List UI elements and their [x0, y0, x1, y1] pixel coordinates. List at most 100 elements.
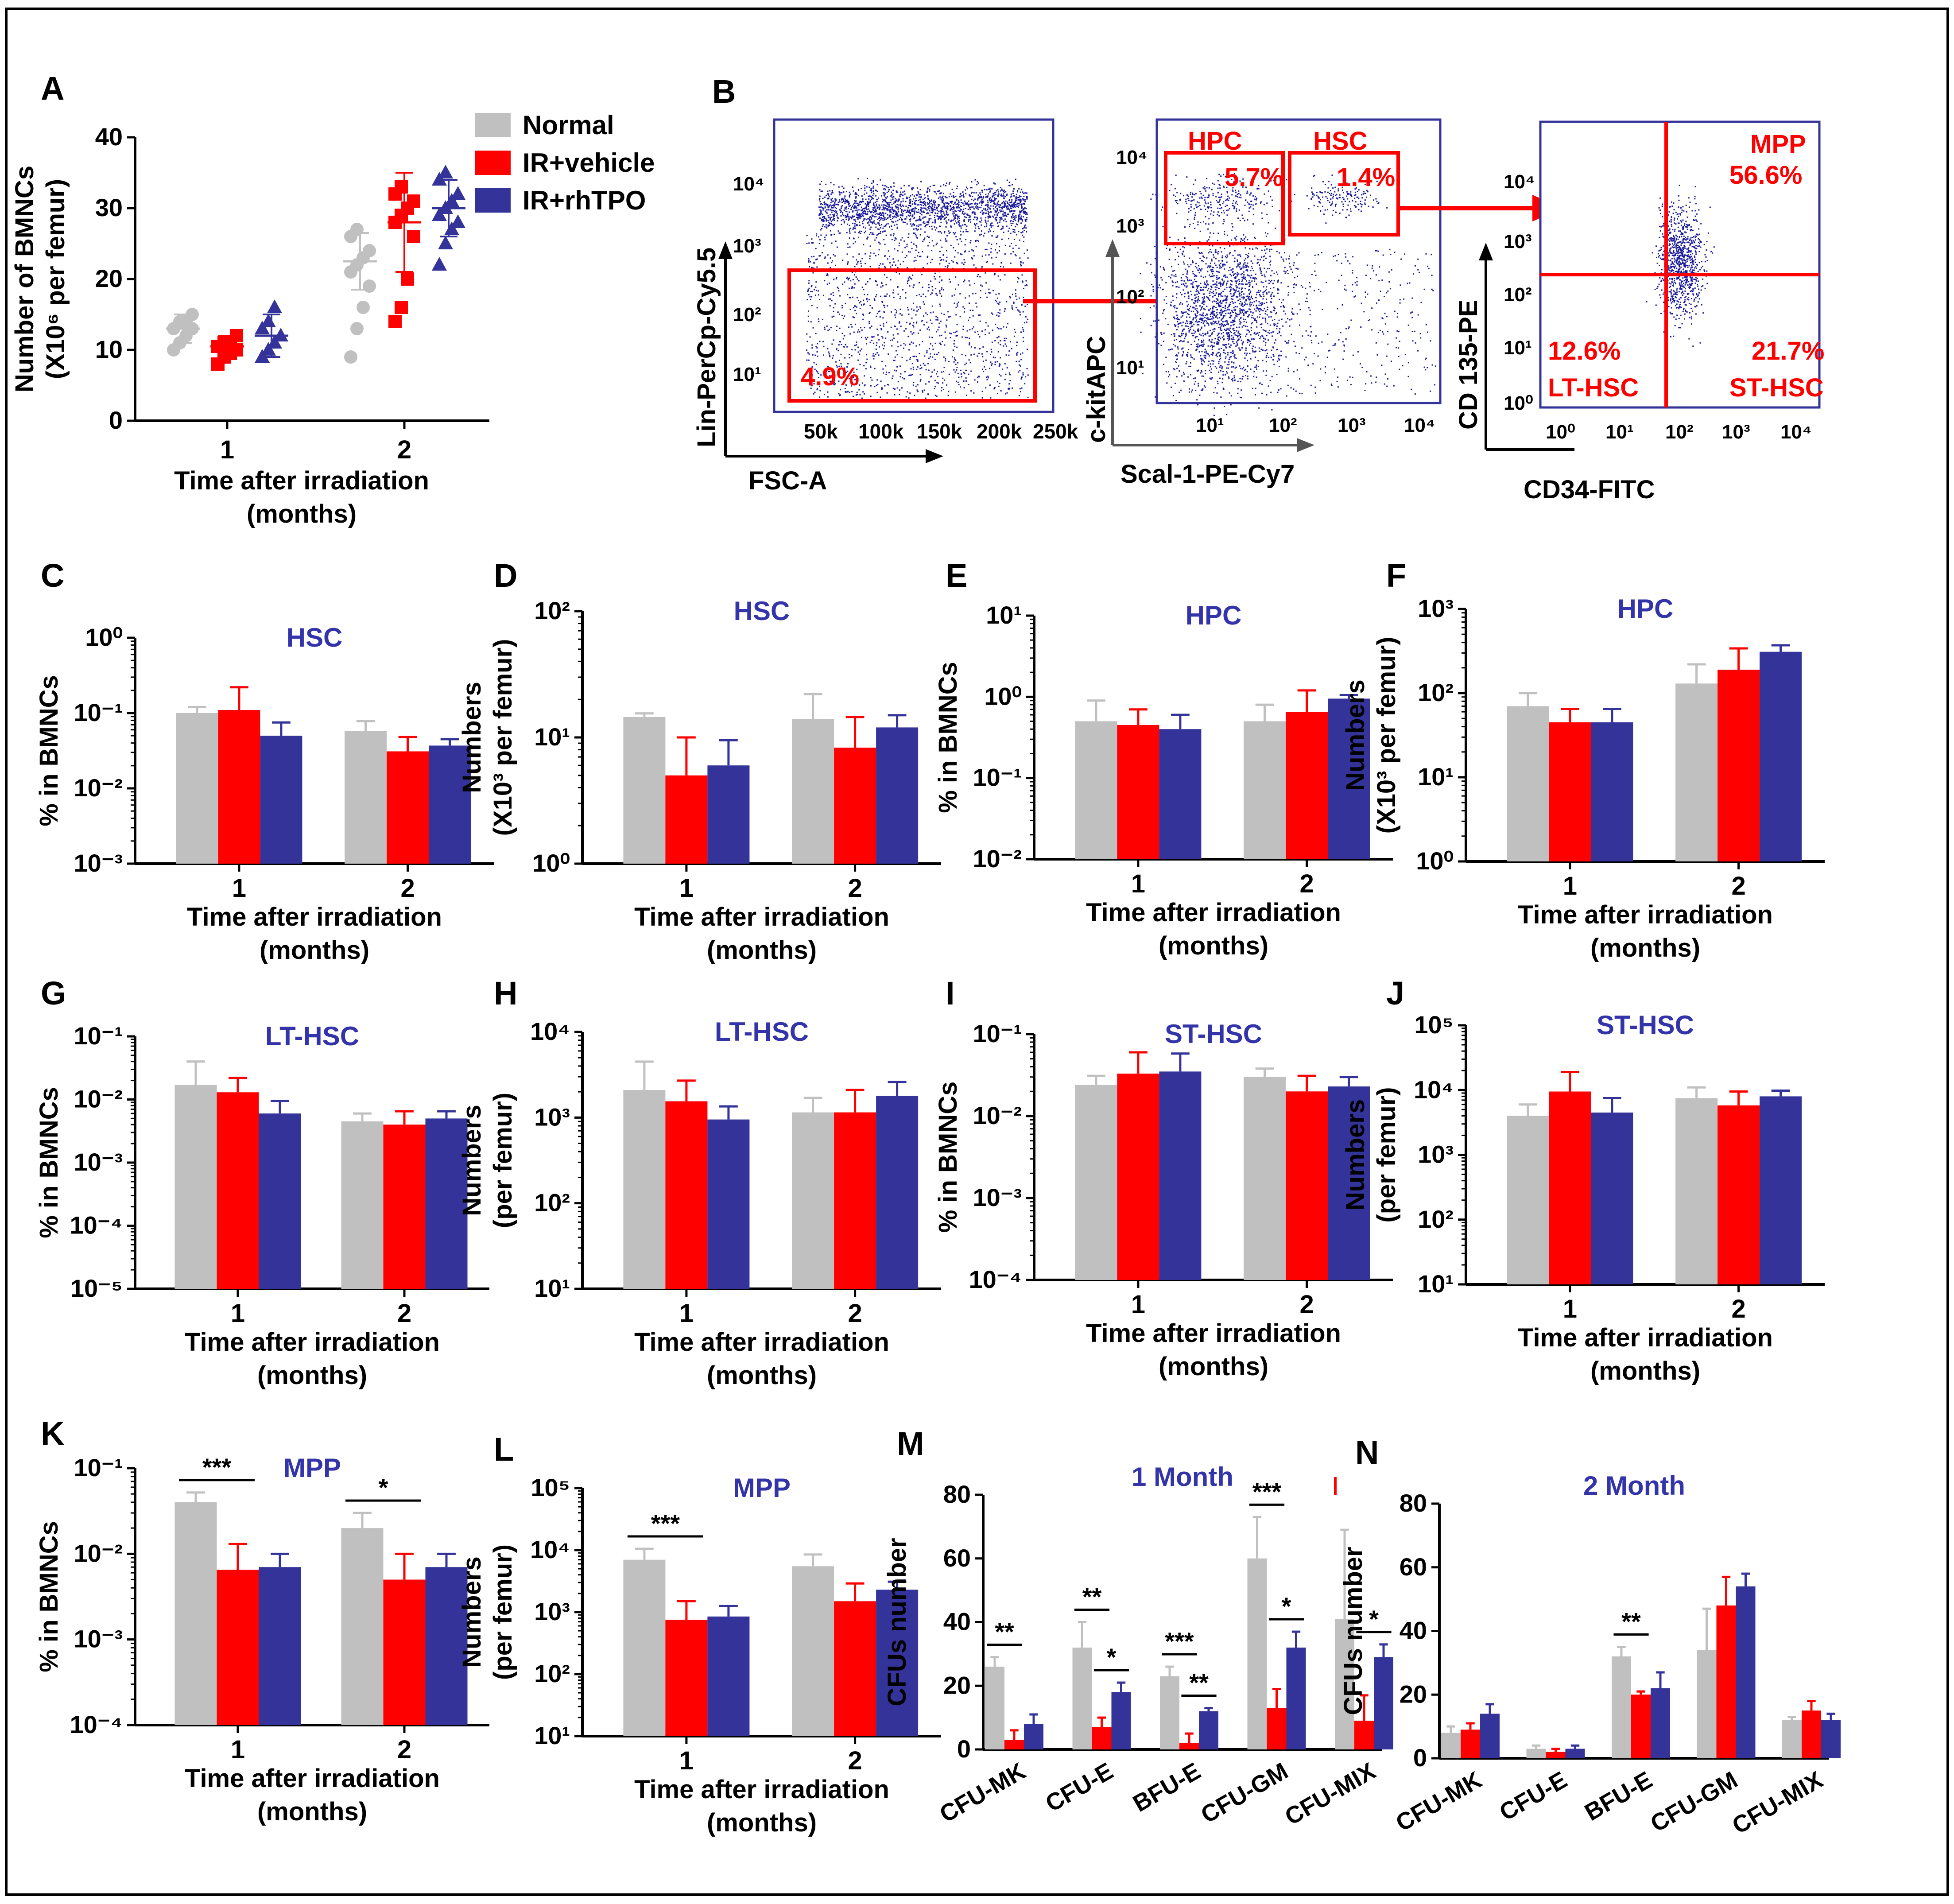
panel-l-ylabel-unit: (per femur)	[488, 1544, 517, 1680]
flow-plot-1-ylabel: Lin-PerCp-Cy5.5	[692, 248, 721, 447]
panel-e-xlabel-unit: (months)	[1159, 931, 1268, 960]
panel-a-point-vehicle	[407, 230, 420, 243]
panel-i-bar-ir-rhtpo	[1328, 1086, 1370, 1280]
panel-k-ytick-label: 10⁻⁴	[70, 1710, 123, 1738]
panel-f-xlabel-unit: (months)	[1590, 934, 1700, 962]
panel-e-bar-normal	[1075, 721, 1117, 859]
panel-f-bar-ir-vehicle	[1718, 670, 1760, 861]
panel-c-bar-normal	[176, 713, 218, 864]
panel-l-ytick-label: 10²	[534, 1660, 570, 1687]
panel-j-ylabel: Numbers	[1341, 1099, 1370, 1210]
flow-plot-3-st-pct: 21.7%	[1752, 337, 1824, 365]
panel-a-ytick-label: 30	[95, 194, 123, 221]
legend-label-tpo: IR+rhTPO	[523, 186, 646, 215]
svg-text:10³: 10³	[1116, 215, 1144, 237]
panel-m-sig-stars: *	[1282, 1592, 1291, 1620]
panel-g-chart: 10⁻¹ 10⁻² 10⁻³ 10⁻⁴ 10⁻⁵ % in BMNCs LT-HSC 1 2Ti…	[35, 1021, 489, 1390]
panel-a-point-tpo	[438, 236, 453, 249]
panel-e-bar-ir-rhtpo	[1159, 729, 1202, 859]
panel-g-bar-ir-vehicle	[383, 1125, 426, 1289]
panel-l-ylabel: Numbers	[457, 1556, 486, 1667]
panel-a-point-tpo	[450, 186, 465, 200]
panel-n-ylabel: CFUs number	[1339, 1547, 1368, 1715]
flow-plot-2-gate-hpc	[1164, 151, 1285, 245]
panel-j-xlabel-unit: (months)	[1590, 1357, 1700, 1385]
panel-c-xtick-label: 1	[232, 874, 246, 903]
flow-plot-2-dots	[1140, 173, 1436, 416]
flow-plot-2-gate-hpc-pct: 5.7%	[1225, 163, 1283, 192]
panel-l-bar-ir-vehicle	[665, 1620, 708, 1736]
dots2-points	[1306, 175, 1388, 224]
panel-f-ytick-label: 10³	[1418, 594, 1454, 622]
panel-g-ytick-label: 10⁻¹	[74, 1022, 123, 1050]
panel-d-title: HSC	[734, 596, 790, 626]
panel-m-sig-stars: ***	[1252, 1477, 1282, 1505]
panel-a-point-tpo	[438, 165, 453, 178]
panel-m-bar-normal	[1160, 1676, 1179, 1749]
flow-plot-2-yticks: 10⁴ 10³ 10² 10¹	[1116, 147, 1148, 379]
panel-m-sig-stars: **	[1189, 1669, 1209, 1697]
panel-m-ytick-label: 20	[943, 1671, 971, 1699]
panel-k-ytick-label: 10⁻²	[74, 1539, 123, 1567]
panel-l-ytick-label: 10¹	[534, 1722, 570, 1749]
panel-k-bar-ir-rhtpo	[259, 1567, 301, 1725]
svg-text:10³: 10³	[733, 235, 761, 257]
panel-j-bar-normal	[1675, 1098, 1718, 1284]
panel-g-ytick-label: 10⁻²	[74, 1085, 123, 1113]
panel-letter-i: I	[946, 975, 955, 1012]
panel-k-xlabel-unit: (months)	[257, 1797, 367, 1826]
panel-h-bar-ir-vehicle	[665, 1101, 708, 1289]
panel-i-bar-normal	[1244, 1077, 1286, 1280]
svg-text:200k: 200k	[977, 420, 1022, 443]
panel-n-ytick-label: 40	[1400, 1617, 1427, 1644]
panel-c-bar-ir-rhtpo	[260, 736, 302, 864]
panel-m-bar-ir-rhtpo	[1199, 1711, 1218, 1749]
panel-n-bar-ir-vehicle	[1546, 1752, 1566, 1758]
panel-n-bar-normal	[1782, 1720, 1802, 1758]
panel-f-ytick-label: 10¹	[1418, 763, 1454, 791]
panel-h-chart: 10⁴ 10³ 10² 10¹ Numbers (per femur) LT-HSC 1 2Ti…	[457, 1017, 941, 1390]
panel-letter-k: K	[41, 1415, 64, 1452]
svg-text:10⁴: 10⁴	[1404, 415, 1435, 436]
svg-text:10²: 10²	[1116, 286, 1144, 308]
panel-l-bar-ir-rhtpo	[707, 1616, 750, 1736]
panel-e-ytick-label: 10⁻¹	[973, 764, 1022, 791]
panel-n-bar-ir-rhtpo	[1736, 1586, 1756, 1758]
panel-l-title: MPP	[733, 1473, 791, 1503]
panel-n-ytick-label: 0	[1413, 1744, 1427, 1772]
svg-text:100k: 100k	[858, 420, 904, 443]
panel-k-bar-ir-rhtpo	[425, 1567, 468, 1725]
flow-plot-1-xticks: 50k 100k 150k 200k 250k	[804, 420, 1078, 443]
panel-e-xtick-label: 2	[1299, 869, 1314, 898]
panel-l-sig-stars: ***	[651, 1509, 680, 1537]
panel-i-ytick-label: 10⁻⁴	[969, 1265, 1022, 1293]
panel-f-ylabel: Numbers	[1341, 679, 1370, 791]
panel-j-ytick-label: 10³	[1418, 1140, 1454, 1168]
panel-j-xtick-label: 1	[1563, 1295, 1577, 1323]
panel-e-ytick-label: 10⁰	[984, 682, 1022, 710]
panel-n-bar-ir-rhtpo	[1821, 1720, 1841, 1758]
panel-h-bar-ir-vehicle	[834, 1112, 876, 1289]
panel-f-bar-normal	[1675, 683, 1718, 861]
panel-j-ytick-label: 10⁵	[1414, 1011, 1454, 1039]
panel-m-bar-ir-rhtpo	[1111, 1692, 1131, 1749]
panel-letters: A B C D E F G H I J K L M N	[41, 70, 1406, 1471]
panel-g-bar-ir-rhtpo	[425, 1118, 468, 1289]
svg-text:10¹: 10¹	[1605, 421, 1634, 443]
panel-n-bar-normal	[1526, 1749, 1546, 1758]
panel-j-chart: 10⁵ 10⁴ 10³ 10² 10¹ Numbers (per femur) ST-HSC 1…	[1341, 1010, 1825, 1385]
panel-l-bar-ir-vehicle	[834, 1601, 876, 1736]
panel-m-bar-ir-vehicle	[1354, 1721, 1374, 1749]
flow-plot-2-xlabel: Scal-1-PE-Cy7	[1120, 460, 1295, 489]
panel-k-sig-stars: *	[379, 1474, 388, 1501]
panel-n-bar-ir-vehicle	[1461, 1729, 1480, 1758]
panel-n-bar-ir-rhtpo	[1565, 1749, 1585, 1758]
panel-f-bar-ir-rhtpo	[1760, 651, 1802, 861]
panel-m-bar-ir-vehicle	[1267, 1708, 1287, 1749]
panel-a-ylabel: Number of BMNCs	[10, 166, 39, 392]
dots3-points	[1646, 185, 1715, 347]
panel-a-point-vehicle	[401, 272, 414, 286]
panel-c-title: HSC	[287, 623, 343, 652]
